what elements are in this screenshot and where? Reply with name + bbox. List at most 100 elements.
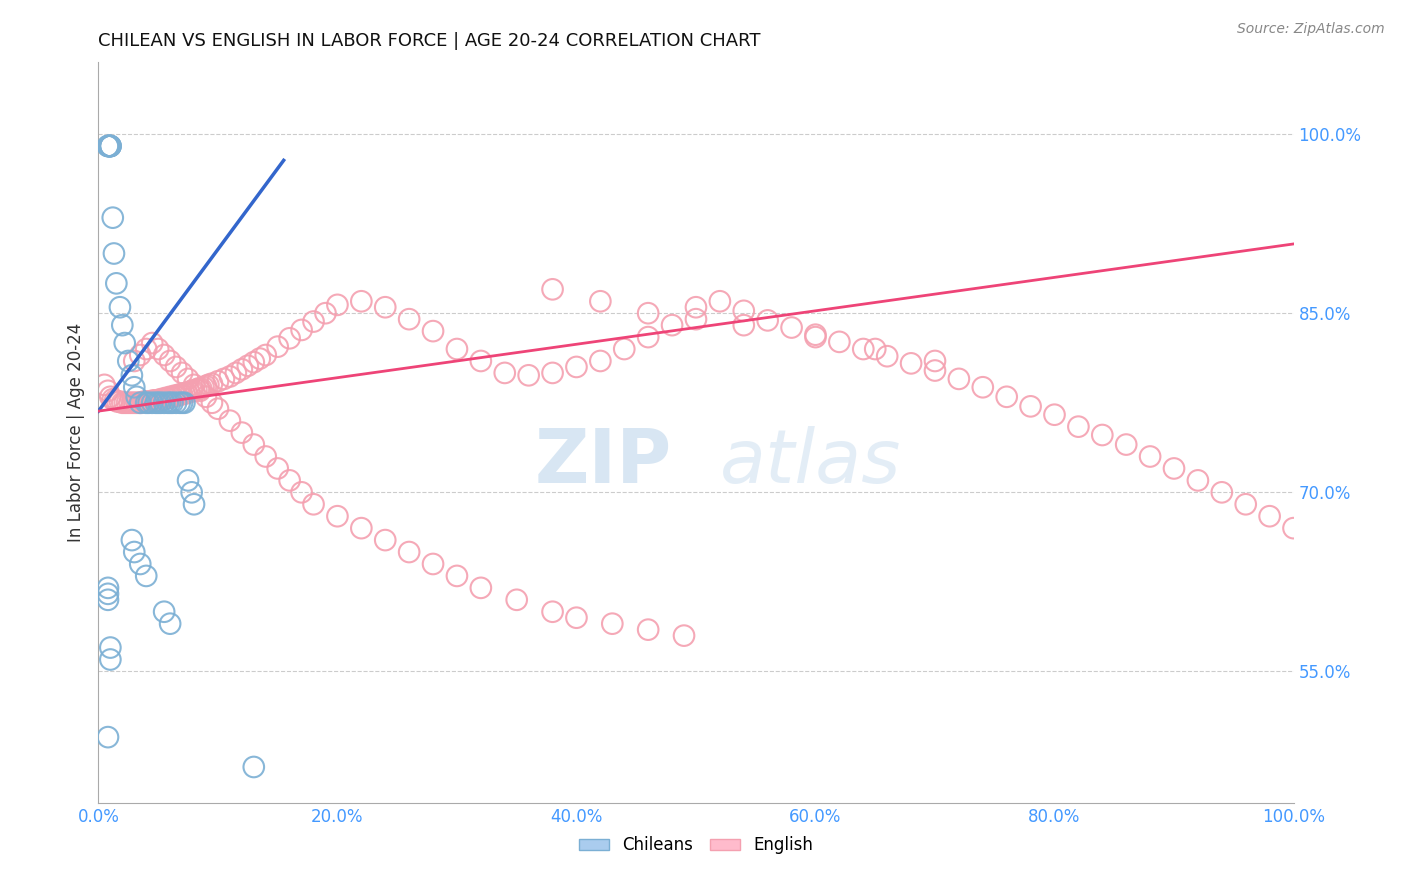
Point xyxy=(97,587,120,601)
Point xyxy=(153,396,176,410)
Point xyxy=(98,390,122,404)
Point xyxy=(111,318,134,333)
Point xyxy=(124,354,146,368)
Point xyxy=(243,760,266,774)
Point xyxy=(149,392,172,407)
Point xyxy=(148,393,170,408)
Point xyxy=(117,354,139,368)
Point xyxy=(291,323,314,337)
Point xyxy=(1258,509,1281,524)
Point xyxy=(162,390,184,404)
Point xyxy=(852,342,875,356)
Point xyxy=(1019,400,1042,414)
Point xyxy=(1234,497,1257,511)
Point xyxy=(98,640,122,655)
Point xyxy=(121,396,143,410)
Point xyxy=(780,320,803,334)
Point xyxy=(225,366,247,380)
Point xyxy=(219,414,242,428)
Point xyxy=(155,391,177,405)
Point xyxy=(589,354,612,368)
Point xyxy=(565,611,588,625)
Point xyxy=(115,396,138,410)
Point xyxy=(138,396,160,410)
Point xyxy=(156,391,179,405)
Point xyxy=(541,366,564,380)
Point xyxy=(128,396,150,410)
Point xyxy=(162,396,184,410)
Point xyxy=(177,372,200,386)
Point xyxy=(180,485,202,500)
Point xyxy=(173,386,195,401)
Point xyxy=(589,294,612,309)
Y-axis label: In Labor Force | Age 20-24: In Labor Force | Age 20-24 xyxy=(66,323,84,542)
Point xyxy=(141,396,163,410)
Point xyxy=(302,315,325,329)
Point xyxy=(212,372,235,386)
Point xyxy=(565,359,588,374)
Point xyxy=(278,331,301,345)
Point xyxy=(446,342,468,356)
Point xyxy=(97,730,120,744)
Point xyxy=(93,377,115,392)
Point xyxy=(1091,428,1114,442)
Point xyxy=(1115,437,1137,451)
Point xyxy=(98,139,122,153)
Point xyxy=(159,354,181,368)
Point xyxy=(101,392,124,407)
Point xyxy=(142,393,165,408)
Point xyxy=(118,396,141,410)
Point xyxy=(183,384,205,398)
Point xyxy=(156,396,179,410)
Point xyxy=(129,348,152,362)
Point xyxy=(108,300,131,314)
Point xyxy=(709,294,731,309)
Point xyxy=(148,342,170,356)
Point xyxy=(231,425,253,440)
Point xyxy=(350,294,373,309)
Point xyxy=(326,509,349,524)
Point xyxy=(195,390,218,404)
Point xyxy=(1211,485,1233,500)
Point xyxy=(446,569,468,583)
Point xyxy=(165,359,187,374)
Point xyxy=(125,390,148,404)
Point xyxy=(101,211,124,225)
Point xyxy=(97,581,120,595)
Point xyxy=(97,384,120,398)
Point xyxy=(948,372,970,386)
Point xyxy=(685,312,707,326)
Point xyxy=(103,246,125,260)
Point xyxy=(302,497,325,511)
Point xyxy=(98,139,121,153)
Point xyxy=(326,298,349,312)
Point xyxy=(506,592,529,607)
Point xyxy=(135,342,157,356)
Point xyxy=(139,394,162,409)
Point xyxy=(173,396,195,410)
Point xyxy=(190,381,212,395)
Point xyxy=(105,277,128,291)
Point xyxy=(1187,474,1209,488)
Point xyxy=(637,306,659,320)
Point xyxy=(98,139,121,153)
Point xyxy=(804,327,827,342)
Point xyxy=(176,386,198,401)
Point xyxy=(166,389,188,403)
Point xyxy=(865,342,887,356)
Point xyxy=(350,521,373,535)
Point xyxy=(183,377,205,392)
Point xyxy=(121,368,143,383)
Point xyxy=(1139,450,1161,464)
Point xyxy=(138,394,160,409)
Point xyxy=(900,356,922,370)
Point xyxy=(97,592,120,607)
Point xyxy=(315,306,337,320)
Point xyxy=(163,389,186,403)
Point xyxy=(876,349,898,363)
Point xyxy=(236,359,259,373)
Point xyxy=(1067,419,1090,434)
Point xyxy=(98,139,122,153)
Point xyxy=(995,390,1018,404)
Point xyxy=(131,396,153,410)
